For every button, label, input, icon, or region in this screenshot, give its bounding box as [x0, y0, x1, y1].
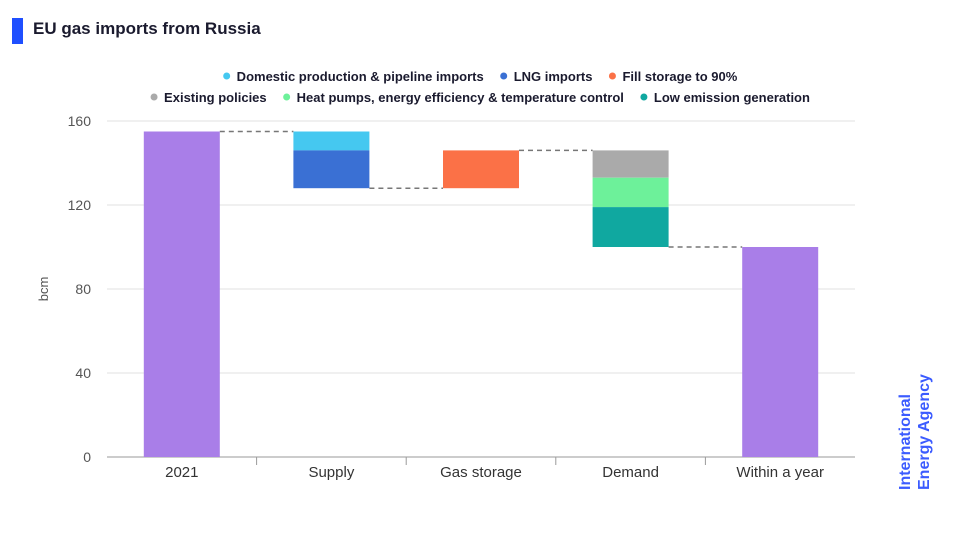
legend-swatch	[500, 72, 508, 80]
legend-item: Low emission generation	[640, 90, 810, 105]
y-tick-label: 0	[83, 449, 91, 465]
x-axis: 2021 Supply Gas storage Demand Within a year	[165, 457, 824, 481]
legend-item: Domestic production & pipeline imports	[223, 69, 484, 84]
legend-swatch	[283, 93, 291, 101]
total-bar	[143, 131, 220, 457]
legend-row: Existing policies Heat pumps, energy effi…	[150, 90, 810, 105]
legend-swatch	[150, 93, 158, 101]
legend-swatch	[608, 72, 616, 80]
x-category-label: Gas storage	[440, 464, 522, 481]
y-tick-label: 160	[68, 113, 92, 129]
y-axis-ticks: 0 40 80 120 160	[68, 113, 92, 465]
legend-label: Heat pumps, energy efficiency & temperat…	[297, 90, 624, 105]
segment-bar	[592, 177, 669, 208]
y-tick-label: 120	[68, 197, 92, 213]
legend-item: LNG imports	[500, 69, 592, 84]
x-category-label: Supply	[308, 464, 354, 481]
segment-bar	[592, 207, 669, 247]
bars	[143, 131, 819, 457]
chart-title: EU gas imports from Russia	[33, 19, 261, 38]
legend-item: Fill storage to 90%	[608, 69, 738, 84]
legend-swatch	[223, 72, 231, 80]
legend: Domestic production & pipeline imports LN…	[150, 69, 810, 105]
legend-row: Domestic production & pipeline imports LN…	[223, 69, 738, 84]
watermark-line-2: Energy Agency	[916, 374, 933, 490]
legend-item: Existing policies	[150, 90, 267, 105]
connector-lines	[219, 130, 743, 248]
x-category-label: 2021	[165, 464, 198, 481]
legend-label: Domestic production & pipeline imports	[237, 69, 484, 84]
watermark-line-1: International	[897, 393, 914, 490]
y-axis-label: bcm	[36, 277, 51, 302]
legend-label: Low emission generation	[654, 90, 810, 105]
legend-item: Heat pumps, energy efficiency & temperat…	[283, 90, 624, 105]
segment-bar	[293, 131, 370, 151]
x-category-label: Within a year	[736, 464, 824, 481]
segment-bar	[592, 150, 669, 178]
legend-label: Existing policies	[164, 90, 267, 105]
total-bar	[742, 247, 819, 457]
segment-bar	[443, 150, 519, 189]
legend-swatch	[640, 93, 648, 101]
y-tick-label: 40	[75, 365, 91, 381]
y-tick-label: 80	[75, 281, 91, 297]
iea-watermark: International Energy Agency	[896, 374, 934, 490]
legend-label: Fill storage to 90%	[622, 69, 737, 84]
x-category-label: Demand	[602, 464, 659, 481]
title-accent-bar	[12, 18, 23, 44]
legend-label: LNG imports	[514, 69, 593, 84]
segment-bar	[293, 150, 370, 189]
gridlines	[107, 120, 855, 458]
